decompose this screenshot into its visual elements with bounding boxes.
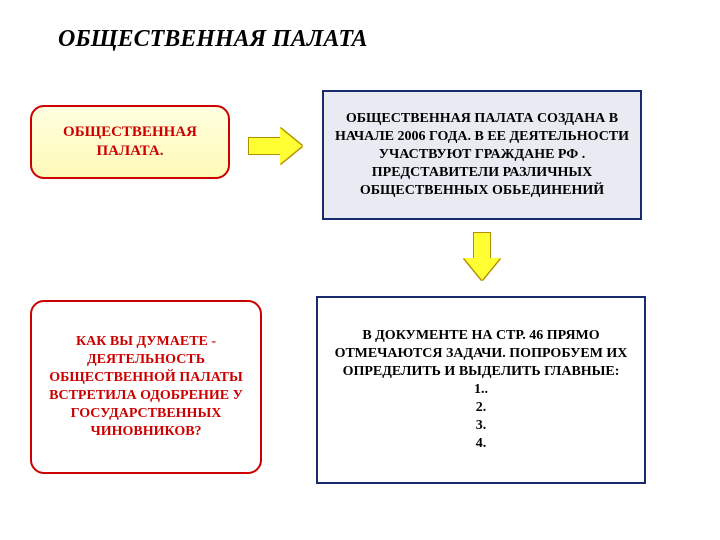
arrow-right-icon [248, 128, 302, 164]
arrow-right-head [280, 128, 302, 164]
arrow-down-shaft [473, 232, 491, 258]
box-bottom-right: В ДОКУМЕНТЕ НА СТР. 46 ПРЯМО ОТМЕЧАЮТСЯ … [316, 296, 646, 484]
arrow-right-shaft [248, 137, 280, 155]
box-top-right: ОБЩЕСТВЕННАЯ ПАЛАТА СОЗДАНА В НАЧАЛЕ 200… [322, 90, 642, 220]
arrow-down-icon [464, 232, 500, 280]
arrow-down-head [464, 258, 500, 280]
page-title: ОБЩЕСТВЕННАЯ ПАЛАТА [58, 26, 368, 53]
box-bottom-right-text: В ДОКУМЕНТЕ НА СТР. 46 ПРЯМО ОТМЕЧАЮТСЯ … [328, 327, 634, 452]
box-bottom-left: КАК ВЫ ДУМАЕТЕ - ДЕЯТЕЛЬНОСТЬ ОБЩЕСТВЕНН… [30, 300, 262, 474]
box-bottom-left-text: КАК ВЫ ДУМАЕТЕ - ДЕЯТЕЛЬНОСТЬ ОБЩЕСТВЕНН… [42, 333, 250, 440]
box-top-right-text: ОБЩЕСТВЕННАЯ ПАЛАТА СОЗДАНА В НАЧАЛЕ 200… [334, 110, 630, 200]
box-top-left: ОБЩЕСТВЕННАЯ ПАЛАТА. [30, 105, 230, 179]
box-top-left-text: ОБЩЕСТВЕННАЯ ПАЛАТА. [42, 123, 218, 161]
